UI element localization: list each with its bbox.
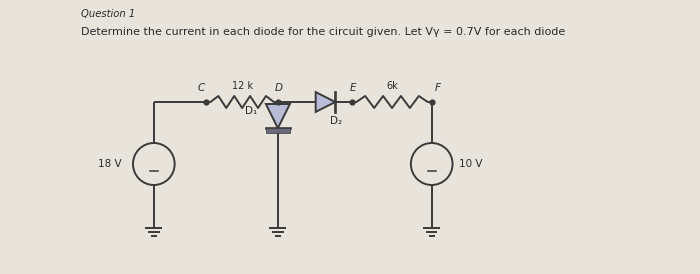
Text: 18 V: 18 V — [99, 159, 122, 169]
Text: 6k: 6k — [386, 81, 398, 91]
Polygon shape — [266, 104, 290, 128]
Text: C: C — [198, 83, 205, 93]
Text: D₁: D₁ — [245, 106, 257, 116]
Text: 12 k: 12 k — [232, 81, 253, 91]
Text: Determine the current in each diode for the circuit given. Let Vγ = 0.7V for eac: Determine the current in each diode for … — [81, 27, 566, 37]
Text: Question 1: Question 1 — [81, 9, 136, 19]
Text: 10 V: 10 V — [458, 159, 482, 169]
Text: F: F — [435, 83, 441, 93]
Text: D₂: D₂ — [330, 116, 342, 126]
Polygon shape — [316, 92, 335, 112]
Text: E: E — [350, 83, 356, 93]
Text: D: D — [275, 83, 283, 93]
Bar — [266, 128, 290, 133]
